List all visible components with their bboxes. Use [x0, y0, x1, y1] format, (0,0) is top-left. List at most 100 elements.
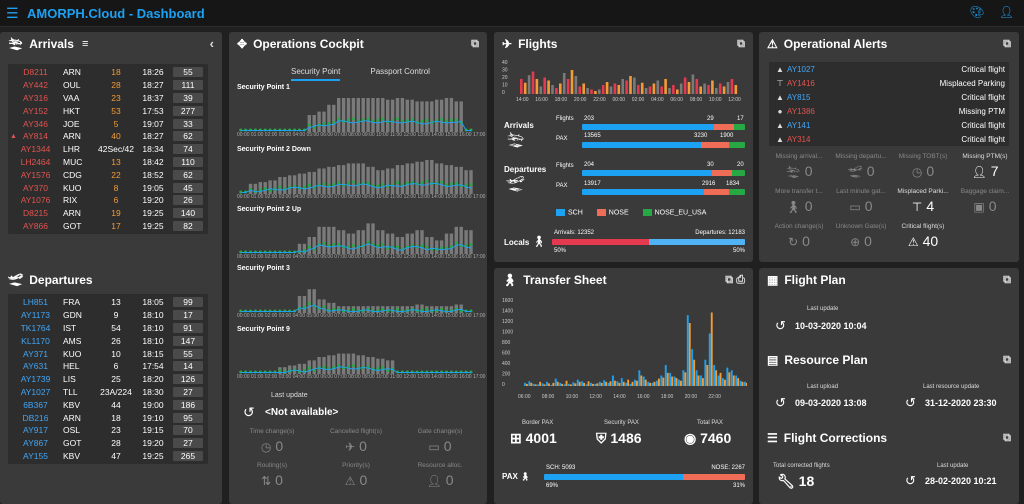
warning-icon: ⚠: [344, 474, 356, 488]
arrivals-table: D8211 ARN 18 18:26 55 AY442 OUL 28 18:27 111 AY316…: [8, 64, 208, 235]
departures-header: 🛫︎ Departures: [0, 268, 101, 292]
table-row[interactable]: AY1739 LIS 25 18:20 126: [8, 373, 208, 386]
alert-stat[interactable]: Missing arrival... 🛬︎ 0: [769, 153, 829, 179]
chart-point: [347, 118, 350, 122]
chart-bar: [726, 82, 730, 94]
alert-row[interactable]: ● AY1386 Missing PTM: [769, 104, 1009, 118]
transfer-sheet-panel: 🚶︎ Transfer Sheet ⧉ ⎙ 1600 1400 1200 1000 80…: [494, 268, 753, 504]
stat-label: More transfer t...: [775, 188, 823, 195]
chart-bar: [722, 378, 724, 386]
chart-bar: [531, 71, 535, 94]
cell-flight: KL1170: [21, 335, 50, 346]
chart-bar: [376, 358, 380, 374]
table-row[interactable]: LH851 FRA 13 18:05 99: [8, 296, 208, 309]
table-row[interactable]: AY1576 CDG 22 18:52 62: [8, 168, 208, 181]
alert-stat[interactable]: Baggage claim... ▣ 0: [955, 188, 1015, 214]
transfer-header: 🚶︎ Transfer Sheet ⧉ ⎙: [494, 268, 753, 292]
open-external-print-icon[interactable]: ⧉ ⎙: [725, 274, 745, 286]
flights-panel: ✈ Flights ⧉ 40 30 20 10 0 14:00 16:00 18:00 20:0…: [494, 32, 753, 262]
chart-bar: [371, 223, 375, 254]
alert-stat[interactable]: Missing PTM(s) 👤︎ 7: [955, 153, 1015, 179]
chart-line: [240, 304, 471, 313]
alert-stat[interactable]: Action change(s) ↻ 0: [769, 223, 829, 249]
chart-bar: [444, 98, 449, 132]
shield-icon: ⛨: [596, 430, 607, 446]
table-row[interactable]: DB216 ARN 18 19:10 95: [8, 411, 208, 424]
table-row[interactable]: AY370 KUO 8 19:05 45: [8, 181, 208, 194]
stat-label: Gate change(s): [417, 428, 463, 435]
alert-stat[interactable]: Missing departu... 🛫︎ 0: [831, 153, 891, 179]
table-row[interactable]: AY316 VAA 23 18:37 39: [8, 92, 208, 105]
cell-a: 23A/224: [100, 386, 132, 397]
table-row[interactable]: AY1076 RIX 6 19:20 26: [8, 194, 208, 207]
tab-passport-control[interactable]: Passport Control: [370, 67, 430, 76]
chart-bar: [640, 375, 643, 386]
alert-stat[interactable]: Unknown Gate(s) ⊕ 0: [831, 223, 891, 249]
table-row[interactable]: AY152 HKT 53 17:53 277: [8, 104, 208, 117]
open-external-icon[interactable]: ⧉: [1003, 274, 1011, 286]
chart-point: [351, 364, 355, 368]
chart-bar: [317, 299, 321, 313]
open-external-icon[interactable]: ⧉: [1003, 38, 1011, 50]
alert-row[interactable]: ▲ AY314 Critical flight: [769, 132, 1009, 146]
table-row[interactable]: AY346 JOE 5 19:07 33: [8, 117, 208, 130]
tick-label: 18:00: [661, 394, 674, 400]
border-pax-label: Border PAX: [522, 420, 554, 426]
chart-bar: [312, 171, 316, 194]
alert-stat[interactable]: Critical flight(s) ⚠ 40: [893, 223, 953, 249]
filter-icon[interactable]: ≡: [81, 38, 89, 50]
alert-stat[interactable]: More transfer t... 🚶︎ 0: [769, 188, 829, 214]
alert-row[interactable]: ▲ AY1027 Critical flight: [769, 62, 1009, 76]
table-row[interactable]: AY1027 TLL 23A/224 18:30 27: [8, 386, 208, 399]
security-point-axis: 00:00 01:00 02:00 03:00 04:00 05:00 06:0…: [237, 374, 487, 380]
alert-flight: AY314: [787, 134, 811, 144]
table-row[interactable]: AY1344 LHR 42Sec/42 18:34 74: [8, 143, 208, 156]
alert-row[interactable]: ▲ AY815 Critical flight: [769, 90, 1009, 104]
alert-stat[interactable]: Last minute gat... ▭ 0: [831, 188, 891, 214]
table-row[interactable]: LH2464 MUC 13 18:42 110: [8, 156, 208, 169]
open-external-icon[interactable]: ⧉: [471, 38, 479, 50]
user-icon[interactable]: 👤︎: [998, 5, 1014, 19]
table-row[interactable]: AY917 OSL 23 19:15 70: [8, 424, 208, 437]
table-row[interactable]: 6B367 KBV 44 19:00 186: [8, 398, 208, 411]
collapse-icon[interactable]: ‹: [209, 36, 214, 51]
table-row[interactable]: KL1170 AMS 26 18:10 147: [8, 334, 208, 347]
table-row[interactable]: AY1173 GDN 9 18:10 17: [8, 309, 208, 322]
table-row[interactable]: AY867 GOT 28 19:20 27: [8, 437, 208, 450]
table-row[interactable]: AY371 KUO 10 18:15 55: [8, 347, 208, 360]
tab-security-point[interactable]: Security Point: [291, 67, 341, 81]
security-point-label: Security Point 2 Up: [237, 206, 302, 213]
menu-icon[interactable]: ☰: [6, 4, 19, 21]
cell-a: 5: [113, 118, 119, 129]
open-external-icon[interactable]: ⧉: [1003, 432, 1011, 444]
security-point-axis: 00:00 01:00 02:00 03:00 04:00 05:00 06:0…: [237, 132, 487, 138]
alert-row[interactable]: ⊤ AY1416 Misplaced Parking: [769, 76, 1009, 90]
alert-row[interactable]: ▲ AY141 Critical flight: [769, 118, 1009, 132]
open-external-icon[interactable]: ⧉: [737, 38, 745, 50]
chart-bar: [669, 372, 672, 386]
table-row[interactable]: AY866 GOT 17 19:25 82: [8, 220, 208, 233]
table-row[interactable]: AY155 KBV 47 19:25 265: [8, 450, 208, 463]
open-external-icon[interactable]: ⧉: [1003, 354, 1011, 366]
chart-bar: [332, 226, 336, 254]
table-row[interactable]: TK1764 IST 54 18:10 91: [8, 322, 208, 335]
chart-bar: [449, 233, 454, 254]
cell-apt: AMS: [63, 335, 82, 346]
table-row[interactable]: D8215 ARN 19 19:25 140: [8, 207, 208, 220]
tick-label: 08:00: [690, 97, 703, 103]
chart-bar: [425, 101, 429, 132]
chart-point: [449, 182, 453, 186]
table-row[interactable]: ▲ AY814 ARN 40 18:27 62: [8, 130, 208, 143]
chart-bar: [346, 163, 351, 194]
table-row[interactable]: D8211 ARN 18 18:26 55: [8, 66, 208, 79]
alert-stat[interactable]: Missing TOBT(s) ◷ 0: [893, 153, 953, 179]
palette-icon[interactable]: 🎨︎: [969, 5, 985, 19]
table-row[interactable]: AY442 OUL 28 18:27 111: [8, 79, 208, 92]
chart-point: [268, 188, 272, 192]
chart-bar: [312, 360, 316, 374]
alert-type: Critical flight: [961, 64, 1005, 74]
chart-bar: [570, 384, 572, 386]
table-row[interactable]: AY631 HEL 6 17:54 14: [8, 360, 208, 373]
alert-stat[interactable]: Misplaced Parki... ⊤ 4: [893, 188, 953, 214]
cell-apt: GOT: [63, 220, 82, 231]
